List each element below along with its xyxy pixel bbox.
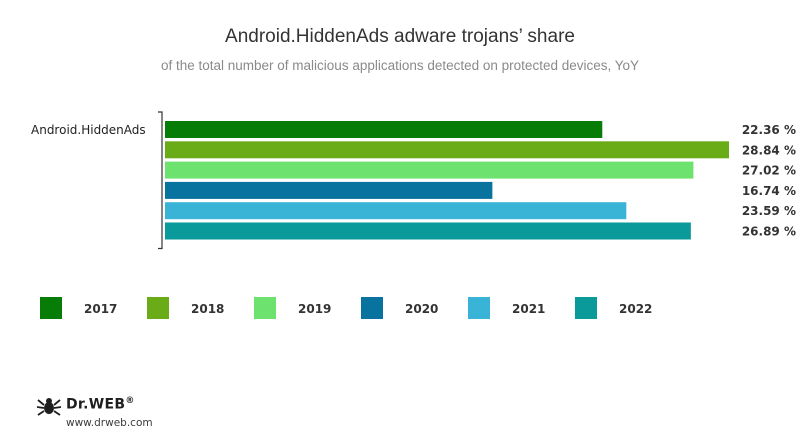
bar-value-label-2017: 22.36 % (742, 123, 796, 137)
legend-swatch-2018 (147, 297, 169, 319)
legend-label-2019: 2019 (298, 302, 331, 316)
legend-swatch-2019 (254, 297, 276, 319)
legend-swatch-2022 (575, 297, 597, 319)
bar-2018 (165, 141, 729, 159)
chart-subtitle: of the total number of malicious applica… (160, 58, 640, 73)
bars: 22.36 % 28.84 % 27.02 % 16.74 % 23.59 % 26.89… (165, 121, 796, 240)
legend-label-2021: 2021 (512, 302, 545, 316)
bar-2017 (165, 121, 603, 138)
bar-2022 (165, 222, 691, 240)
legend-swatch-2021 (468, 297, 490, 319)
logo-url: www.drweb.com (66, 417, 153, 429)
spider-icon (36, 398, 62, 416)
bar-2019 (165, 161, 694, 179)
bar-chart: Android.HiddenAds 22.36 % 28.84 % 27.02 % 1… (31, 111, 796, 319)
bar-value-label-2019: 27.02 % (742, 164, 796, 178)
category-label: Android.HiddenAds (31, 123, 146, 137)
legend: 2017 2018 2019 2020 2021 2022 (40, 297, 652, 319)
legend-label-2022: 2022 (619, 302, 652, 316)
logo-wordmark: Dr.WEB® (66, 396, 135, 413)
bar-value-label-2020: 16.74 % (742, 184, 796, 198)
chart-title: Android.HiddenAds adware trojans’ share (225, 26, 575, 47)
category-axis-line (158, 111, 163, 250)
bar-value-label-2021: 23.59 % (742, 204, 796, 218)
category-axis: Android.HiddenAds (31, 111, 163, 250)
logo-name-text: Dr.WEB (66, 396, 126, 413)
bar-value-label-2018: 28.84 % (742, 143, 796, 157)
legend-swatch-2017 (40, 297, 62, 319)
legend-label-2018: 2018 (191, 302, 224, 316)
legend-swatch-2020 (361, 297, 383, 319)
bar-value-label-2022: 26.89 % (742, 225, 796, 239)
registered-mark: ® (125, 396, 135, 406)
bar-2020 (165, 181, 493, 199)
legend-label-2020: 2020 (405, 302, 438, 316)
legend-label-2017: 2017 (84, 302, 117, 316)
bar-2021 (165, 202, 627, 220)
